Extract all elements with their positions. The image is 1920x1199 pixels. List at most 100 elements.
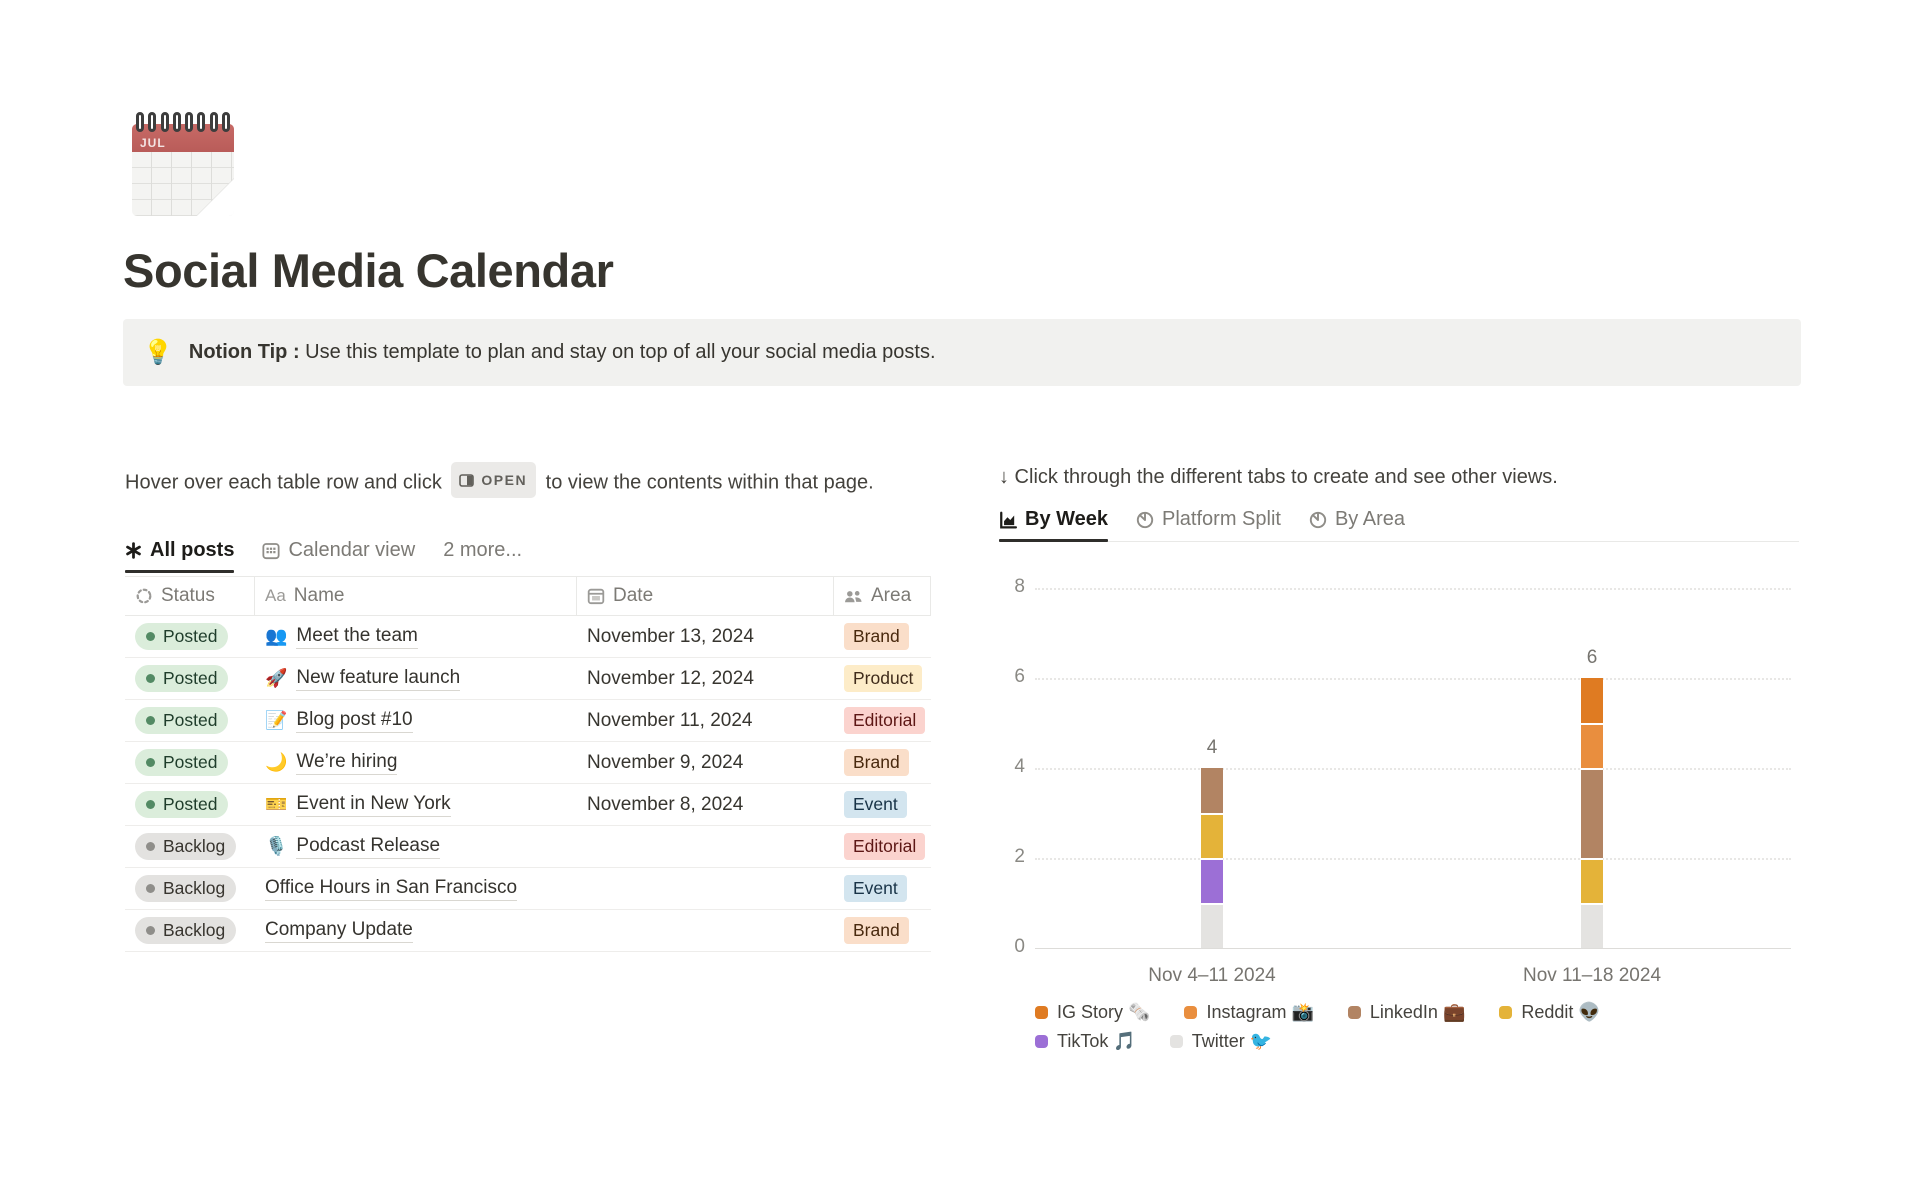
status-label: Posted bbox=[163, 626, 218, 646]
bar-total-label: 4 bbox=[1206, 737, 1218, 758]
people-icon bbox=[845, 590, 862, 602]
name-cell[interactable]: 👥 Meet the team bbox=[255, 616, 577, 657]
table-row[interactable]: Posted 📝 Blog post #10 November 11, 2024 Edi… bbox=[125, 700, 931, 742]
status-pill: Posted bbox=[135, 623, 229, 650]
left-instruction: Hover over each table row and click OPEN… bbox=[125, 462, 900, 498]
open-button-label: OPEN bbox=[481, 472, 528, 488]
status-pill: Posted bbox=[135, 707, 229, 734]
tab-platform-split[interactable]: Platform Split bbox=[1136, 508, 1281, 541]
tab-all-posts[interactable]: All posts bbox=[125, 539, 235, 573]
status-dot-icon bbox=[146, 716, 155, 725]
area-cell: Event bbox=[834, 784, 931, 825]
legend-item-reddit[interactable]: Reddit 👽 bbox=[1499, 1002, 1601, 1023]
bar-segment-reddit[interactable] bbox=[1201, 813, 1223, 858]
legend-label: Instagram 📸 bbox=[1206, 1002, 1314, 1022]
calendar-body bbox=[132, 152, 234, 216]
table-row[interactable]: Backlog 🎙️ Podcast Release Editorial bbox=[125, 826, 931, 868]
left-column: Hover over each table row and click OPEN… bbox=[125, 462, 931, 982]
status-cell: Posted bbox=[125, 784, 255, 825]
area-cell: Editorial bbox=[834, 700, 931, 741]
bar-segment-linkedin[interactable] bbox=[1201, 768, 1223, 813]
page-emoji-icon: 🎙️ bbox=[265, 836, 288, 856]
name-cell[interactable]: 🌙 We’re hiring bbox=[255, 742, 577, 783]
status-dot-icon bbox=[146, 758, 155, 767]
bar-segment-tiktok[interactable] bbox=[1201, 858, 1223, 903]
name-cell[interactable]: 🎫 Event in New York bbox=[255, 784, 577, 825]
bar-segment-ig-story[interactable] bbox=[1581, 678, 1603, 723]
area-tag: Brand bbox=[844, 623, 909, 650]
column-header-area[interactable]: Area bbox=[834, 577, 931, 615]
bar-segment-twitter[interactable] bbox=[1581, 903, 1603, 948]
legend-swatch bbox=[1184, 1006, 1198, 1019]
legend-item-instagram[interactable]: Instagram 📸 bbox=[1184, 1002, 1314, 1023]
row-name[interactable]: Office Hours in San Francisco bbox=[265, 877, 518, 901]
tab-by-week[interactable]: By Week bbox=[999, 508, 1109, 542]
page-emoji-icon: 🎫 bbox=[265, 794, 288, 814]
legend-item-linkedin[interactable]: LinkedIn 💼 bbox=[1347, 1002, 1465, 1023]
column-header-label: Area bbox=[871, 585, 912, 606]
table-row[interactable]: Backlog Company Update Brand bbox=[125, 910, 931, 952]
row-name[interactable]: Event in New York bbox=[296, 793, 451, 817]
table-header-row: Status Aa Name Date bbox=[125, 576, 931, 616]
tab-more-views[interactable]: 2 more... bbox=[443, 539, 522, 572]
column-header-status[interactable]: Status bbox=[125, 577, 255, 615]
status-dot-icon bbox=[146, 632, 155, 641]
date-cell: November 9, 2024 bbox=[587, 751, 744, 773]
status-label: Posted bbox=[163, 710, 218, 730]
tab-calendar-view[interactable]: Calendar view bbox=[262, 539, 415, 572]
row-name[interactable]: Meet the team bbox=[296, 625, 418, 649]
status-cell: Posted bbox=[125, 616, 255, 657]
name-cell[interactable]: 🎙️ Podcast Release bbox=[255, 826, 577, 867]
legend-item-twitter[interactable]: Twitter 🐦 bbox=[1169, 1031, 1273, 1052]
status-label: Backlog bbox=[163, 836, 226, 856]
status-pill: Backlog bbox=[135, 917, 237, 944]
legend-item-tiktok[interactable]: TikTok 🎵 bbox=[1035, 1031, 1136, 1052]
bar-chart-icon bbox=[1000, 511, 1017, 528]
open-button[interactable]: OPEN bbox=[451, 462, 537, 498]
table-row[interactable]: Posted 🌙 We’re hiring November 9, 2024 Brand bbox=[125, 742, 931, 784]
name-cell[interactable]: Office Hours in San Francisco bbox=[255, 868, 577, 909]
tab-by-area[interactable]: By Area bbox=[1309, 508, 1405, 541]
pie-chart-icon bbox=[1136, 511, 1154, 528]
page-icon-spiral-calendar[interactable]: JUL bbox=[132, 112, 234, 216]
legend-swatch bbox=[1347, 1006, 1361, 1019]
pie-chart-icon bbox=[1309, 511, 1327, 528]
name-cell[interactable]: 📝 Blog post #10 bbox=[255, 700, 577, 741]
column-header-label: Status bbox=[161, 585, 215, 606]
row-name[interactable]: Podcast Release bbox=[296, 835, 441, 859]
posts-table: Status Aa Name Date bbox=[125, 576, 931, 952]
table-row[interactable]: Posted 🚀 New feature launch November 12, 20… bbox=[125, 658, 931, 700]
legend-swatch bbox=[1169, 1035, 1183, 1048]
status-cell: Backlog bbox=[125, 868, 255, 909]
calendar-icon bbox=[587, 588, 605, 605]
right-instruction: ↓ Click through the different tabs to cr… bbox=[999, 466, 1558, 488]
table-row[interactable]: Posted 🎫 Event in New York November 8, 2024… bbox=[125, 784, 931, 826]
name-cell[interactable]: Company Update bbox=[255, 910, 577, 951]
row-name[interactable]: Company Update bbox=[265, 919, 413, 943]
bar-segment-instagram[interactable] bbox=[1581, 723, 1603, 768]
legend-label: IG Story 🗞️ bbox=[1057, 1002, 1151, 1022]
page-emoji-icon: 🌙 bbox=[265, 752, 288, 772]
column-header-name[interactable]: Aa Name bbox=[255, 577, 577, 615]
status-pill: Posted bbox=[135, 749, 229, 776]
status-label: Posted bbox=[163, 794, 218, 814]
bar-segment-linkedin[interactable] bbox=[1581, 768, 1603, 858]
column-header-label: Name bbox=[293, 585, 345, 606]
x-axis-category-label: Nov 11–18 2024 bbox=[1522, 965, 1662, 986]
by-week-stacked-bar-chart: 0 2 4 6 8 4 Nov 4–11 2024 6 Nov 11–18 2024 bbox=[999, 576, 1799, 1000]
legend-label: Twitter 🐦 bbox=[1191, 1031, 1273, 1051]
column-header-date[interactable]: Date bbox=[577, 577, 834, 615]
legend-swatch bbox=[1035, 1006, 1048, 1019]
callout-bold: Notion Tip : bbox=[188, 341, 300, 363]
table-row[interactable]: Posted 👥 Meet the team November 13, 2024 Bra… bbox=[125, 616, 931, 658]
bar-segment-twitter[interactable] bbox=[1201, 903, 1223, 948]
row-name[interactable]: We’re hiring bbox=[296, 751, 398, 775]
name-cell[interactable]: 🚀 New feature launch bbox=[255, 658, 577, 699]
row-name[interactable]: Blog post #10 bbox=[296, 709, 413, 733]
bar-segment-reddit[interactable] bbox=[1581, 858, 1603, 903]
table-row[interactable]: Backlog Office Hours in San Francisco Even… bbox=[125, 868, 931, 910]
row-name[interactable]: New feature launch bbox=[296, 667, 461, 691]
legend-item-ig-story[interactable]: IG Story 🗞️ bbox=[1035, 1002, 1150, 1023]
status-label: Posted bbox=[163, 668, 218, 688]
status-pill: Backlog bbox=[135, 833, 237, 860]
